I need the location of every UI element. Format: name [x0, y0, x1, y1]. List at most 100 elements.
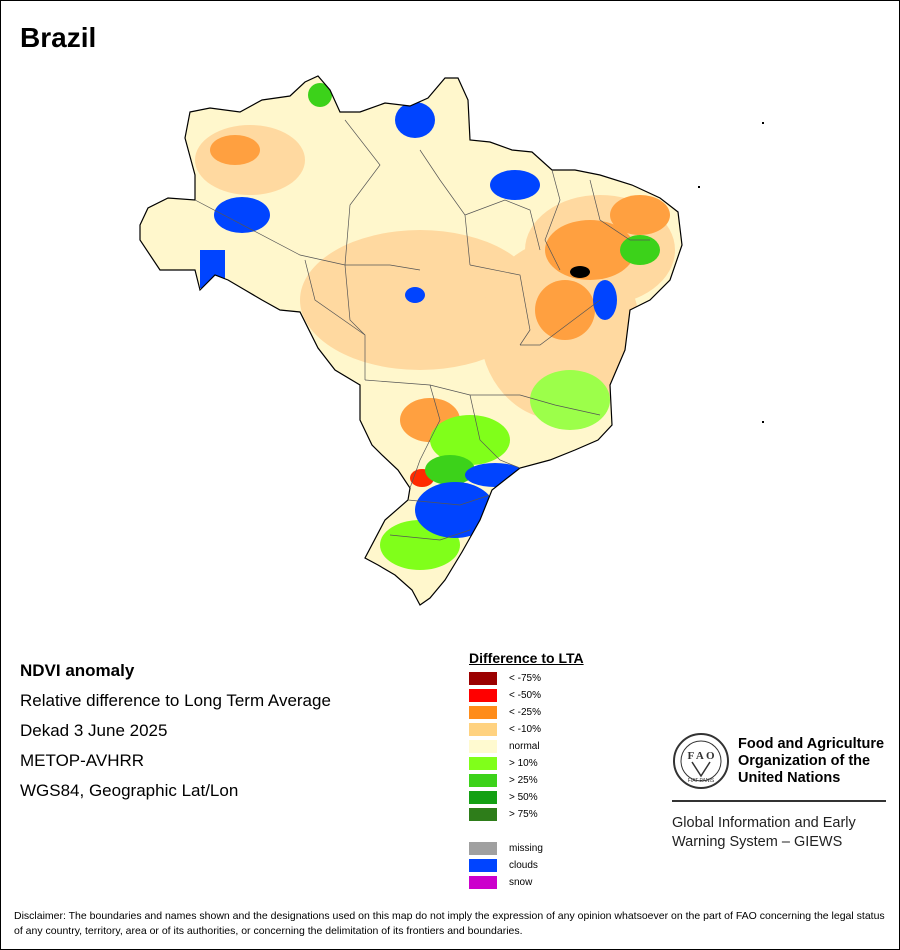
legend-class-swatch: [469, 689, 497, 702]
fao-name-line-2: Organization of the: [738, 752, 871, 769]
giews-label: Global Information and Early Warning Sys…: [672, 814, 892, 852]
state-line-14: [407, 494, 491, 506]
legend-class-item: < -10%: [469, 721, 584, 738]
clouds-patch-south: [415, 482, 495, 538]
legend-extra-swatch: [469, 876, 497, 889]
map-title: Brazil: [20, 22, 97, 53]
legend-extra-item: missing: [469, 840, 584, 857]
state-line-6: [544, 169, 561, 271]
legend-extra-swatch: [469, 859, 497, 872]
giews-line-2: Warning System – GIEWS: [672, 834, 843, 850]
moderate-decline-northwest: [210, 135, 260, 165]
legend-class-label: < -25%: [509, 707, 541, 718]
legend-class-swatch: [469, 757, 497, 770]
legend-class-item: normal: [469, 738, 584, 755]
legend-class-label: > 10%: [509, 758, 538, 769]
moderate-decline-northeast: [545, 220, 635, 280]
clouds-patch-center: [405, 287, 425, 303]
legend-class-swatch: [469, 740, 497, 753]
legend-class-swatch: [469, 791, 497, 804]
fao-block: F A O FIAT PANIS Food and Agriculture Or…: [672, 732, 892, 852]
info-projection: WGS84, Geographic Lat/Lon: [20, 781, 239, 800]
state-line-10: [364, 379, 520, 396]
state-line-5: [464, 199, 541, 251]
state-line-12: [519, 394, 601, 416]
island-1: [762, 122, 764, 124]
state-line-7: [589, 179, 650, 241]
state-line-11: [409, 384, 441, 489]
state-boundaries: [194, 119, 650, 541]
map-info: NDVI anomaly Relative difference to Long…: [20, 656, 331, 806]
legend-extra-label: missing: [509, 843, 543, 854]
legend-extra: missing clouds snow: [469, 840, 584, 891]
positive-anomaly-north: [308, 83, 332, 107]
legend: Difference to LTA < -75% < -50% < -25% < -1…: [469, 650, 584, 891]
legend-class-label: < -75%: [509, 673, 541, 684]
info-description: Relative difference to Long Term Average: [20, 691, 331, 710]
state-line-8: [520, 299, 601, 346]
offshore-islands: [698, 122, 764, 423]
info-sensor: METOP-AVHRR: [20, 751, 145, 770]
legend-extra-item: clouds: [469, 857, 584, 874]
legend-class-swatch: [469, 723, 497, 736]
state-line-2: [344, 119, 381, 266]
clouds-patch-amazon: [214, 197, 270, 233]
legend-extra-swatch: [469, 842, 497, 855]
legend-class-item: > 50%: [469, 789, 584, 806]
legend-class-label: > 50%: [509, 792, 538, 803]
legend-extra-label: clouds: [509, 860, 538, 871]
legend-class-item: < -50%: [469, 687, 584, 704]
legend-class-item: > 10%: [469, 755, 584, 772]
info-product: NDVI anomaly: [20, 661, 135, 680]
state-line-3: [419, 149, 471, 266]
legend-class-label: < -10%: [509, 724, 541, 735]
fao-name-line-1: Food and Agriculture: [738, 735, 885, 752]
legend-class-item: < -25%: [469, 704, 584, 721]
legend-extra-label: snow: [509, 877, 533, 888]
disclaimer: Disclaimer: The boundaries and names sho…: [14, 910, 885, 937]
fao-divider: [672, 800, 886, 802]
state-line-13: [469, 394, 521, 469]
legend-class-label: < -50%: [509, 690, 541, 701]
legend-class-item: < -75%: [469, 670, 584, 687]
island-2: [698, 186, 700, 188]
legend-class-swatch: [469, 706, 497, 719]
legend-class-label: > 75%: [509, 809, 538, 820]
info-period: Dekad 3 June 2025: [20, 721, 168, 740]
state-line-4: [469, 264, 531, 346]
moderate-decline-coast: [610, 195, 670, 235]
country-border: [139, 75, 683, 606]
fao-logo-icon: F A O FIAT PANIS: [673, 733, 729, 789]
clouds-patch-northeast: [490, 170, 540, 200]
legend-class-swatch: [469, 672, 497, 685]
map-fill: [140, 76, 682, 605]
legend-class-swatch: [469, 774, 497, 787]
legend-extra-item: snow: [469, 874, 584, 891]
positive-anomaly-northeast: [620, 235, 660, 265]
clouds-patch-east: [593, 280, 617, 320]
legend-title: Difference to LTA: [469, 650, 584, 666]
legend-classes: < -75% < -50% < -25% < -10% normal > 10% > 25%…: [469, 670, 584, 823]
clouds-patch-west: [200, 250, 225, 288]
moderate-decline-central: [535, 280, 595, 340]
svg-text:F A O: F A O: [687, 750, 715, 762]
positive-anomaly-south-center: [425, 455, 475, 485]
positive-anomaly-east: [530, 370, 610, 430]
fao-name: Food and Agriculture Organization of the…: [738, 736, 884, 787]
legend-class-label: > 25%: [509, 775, 538, 786]
state-line-9: [304, 259, 366, 380]
clouds-patch-north: [395, 102, 435, 138]
fao-logo-motto: FIAT PANIS: [688, 778, 715, 784]
legend-class-item: > 25%: [469, 772, 584, 789]
ndvi-anomaly-map: [139, 75, 764, 606]
legend-class-label: normal: [509, 741, 540, 752]
positive-anomaly-southeast: [430, 415, 510, 465]
legend-class-swatch: [469, 808, 497, 821]
legend-class-item: > 75%: [469, 806, 584, 823]
reservoir-black: [570, 266, 590, 278]
giews-line-1: Global Information and Early: [672, 815, 856, 831]
state-line-16: [344, 264, 366, 336]
fao-name-line-3: United Nations: [738, 769, 841, 786]
island-3: [762, 421, 764, 423]
state-line-15: [389, 529, 471, 541]
